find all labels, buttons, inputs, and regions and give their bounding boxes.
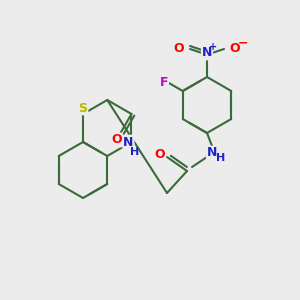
Text: N: N [123, 136, 134, 148]
Text: H: H [216, 153, 226, 163]
Text: F: F [160, 76, 168, 89]
Text: S: S [79, 101, 88, 115]
Text: O: O [155, 148, 165, 160]
Text: O: O [174, 41, 184, 55]
Text: O: O [230, 41, 240, 55]
Text: N: N [202, 46, 212, 59]
Text: O: O [111, 134, 122, 146]
Text: −: − [238, 37, 248, 50]
Text: N: N [207, 146, 217, 160]
Text: H: H [130, 147, 139, 157]
Text: +: + [209, 42, 217, 52]
